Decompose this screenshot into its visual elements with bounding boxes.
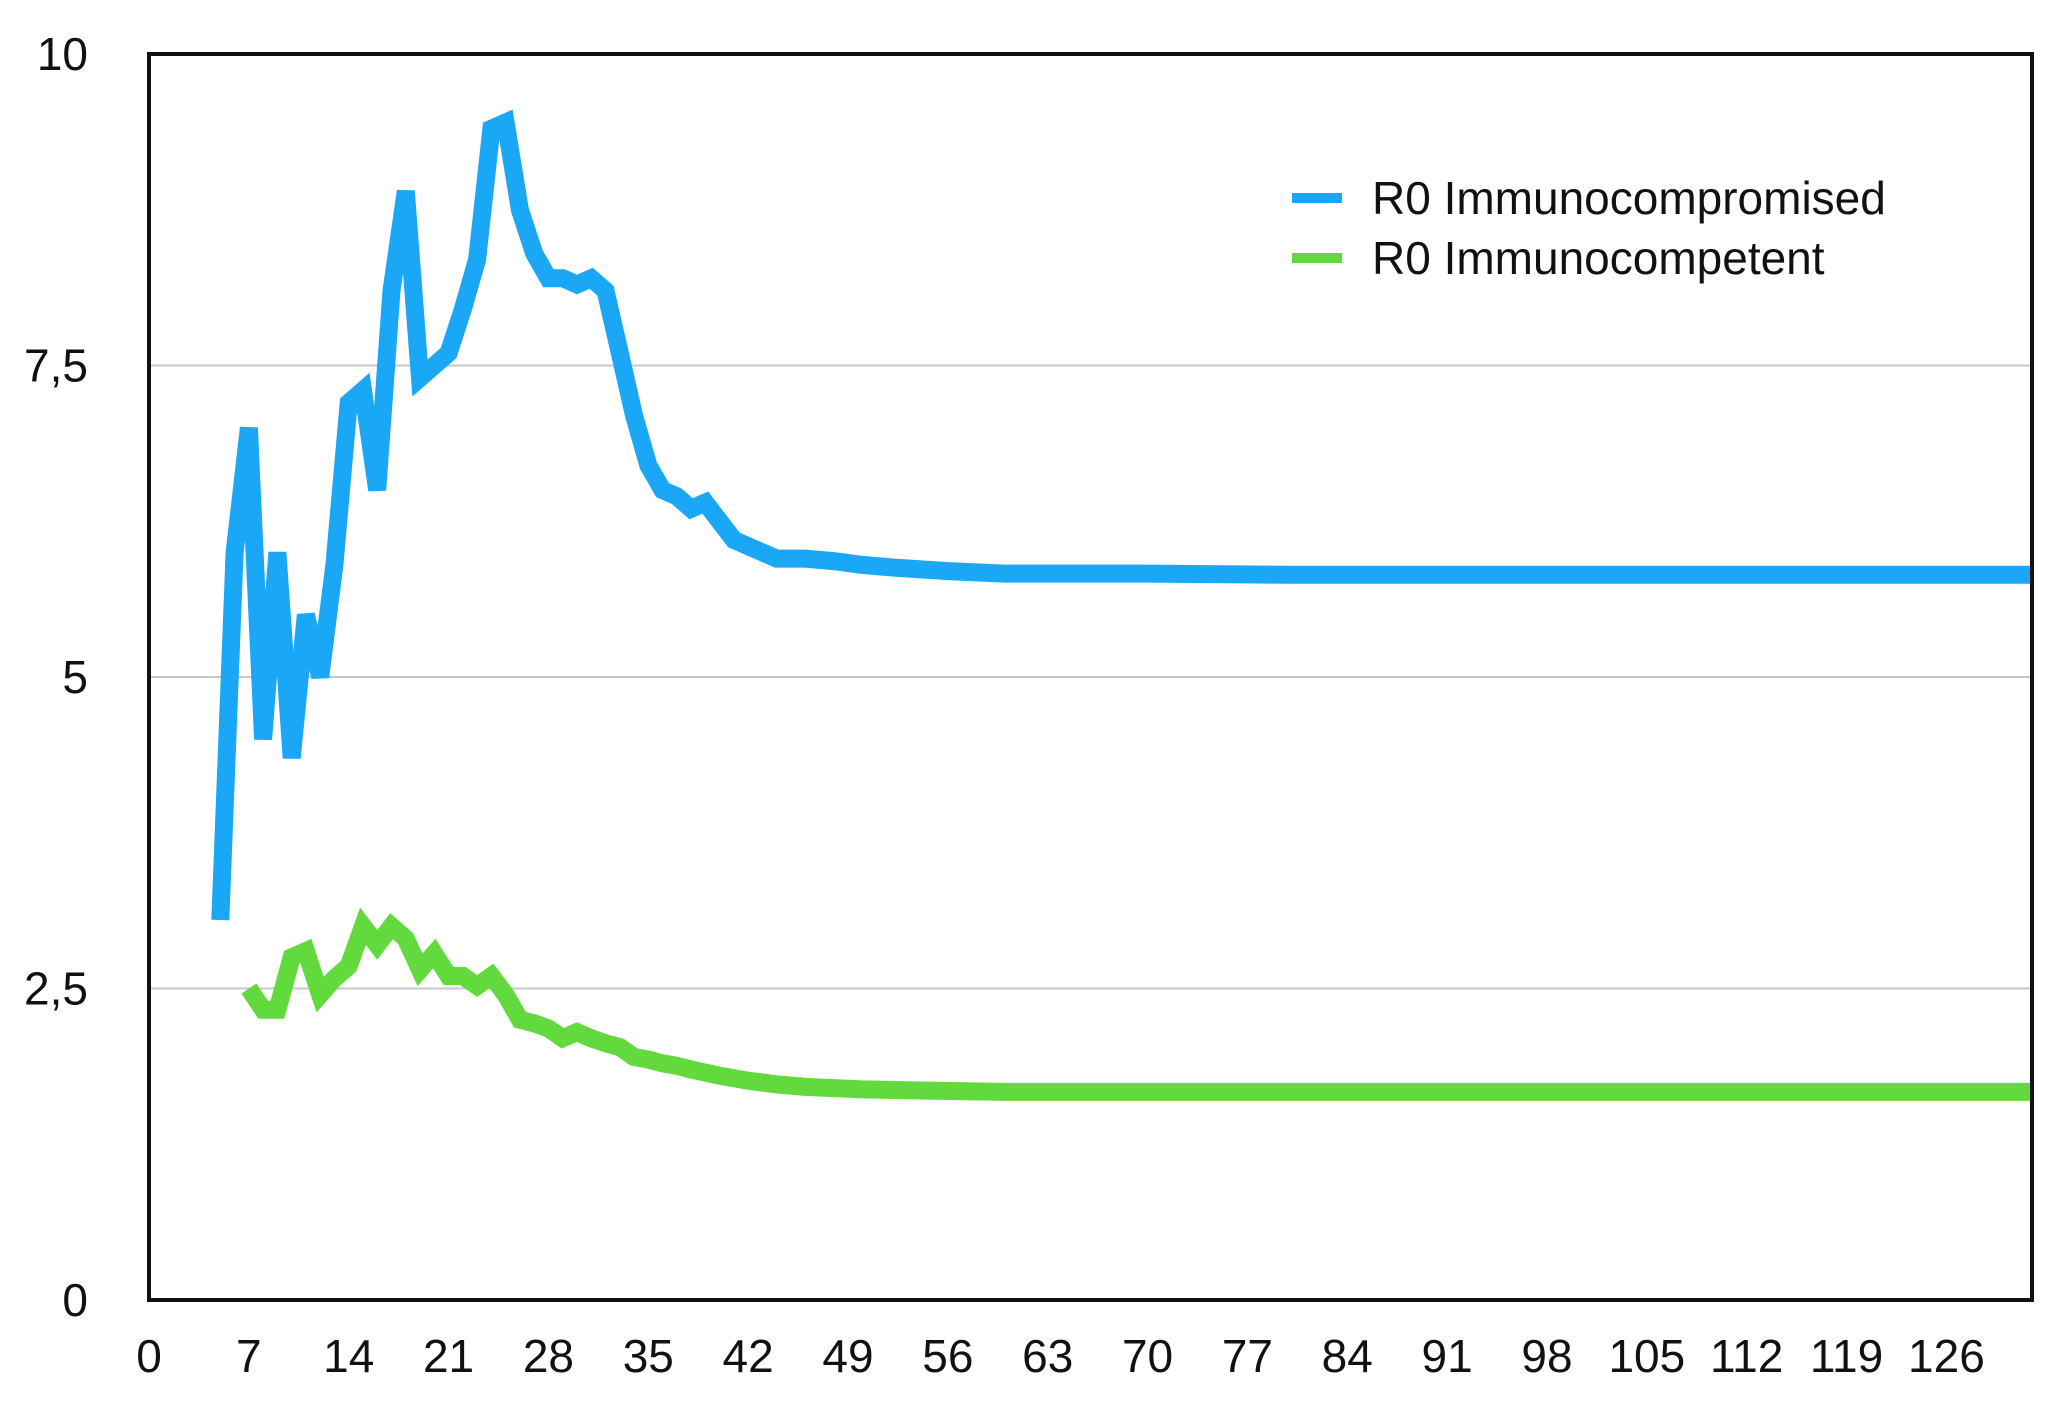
x-tick-label: 126 <box>1908 1330 1985 1382</box>
legend-label: R0 Immunocompromised <box>1372 172 1886 224</box>
x-tick-label: 56 <box>922 1330 973 1382</box>
x-tick-label: 35 <box>623 1330 674 1382</box>
plot-area-frame <box>147 52 2034 1302</box>
series-line-immunocompetent <box>241 907 2032 1101</box>
x-tick-label: 77 <box>1222 1330 1273 1382</box>
series-line-immunocompromised <box>211 109 2032 921</box>
y-tick-label: 2,5 <box>24 963 88 1015</box>
x-tick-label: 70 <box>1122 1330 1173 1382</box>
x-tick-label: 42 <box>723 1330 774 1382</box>
x-tick-label: 91 <box>1422 1330 1473 1382</box>
y-tick-label: 5 <box>62 651 88 703</box>
y-tick-label: 7,5 <box>24 340 88 392</box>
x-tick-label: 84 <box>1322 1330 1373 1382</box>
y-axis-tick-labels: 0 2,5 5 7,5 10 <box>24 28 88 1326</box>
x-tick-label: 0 <box>136 1330 162 1382</box>
x-tick-label: 119 <box>1810 1330 1883 1382</box>
x-tick-label: 28 <box>523 1330 574 1382</box>
x-tick-label: 7 <box>236 1330 262 1382</box>
x-axis-tick-labels: 0 7 14 21 28 35 42 49 56 63 70 77 84 91 98 105 112 119 126 <box>136 1330 1985 1382</box>
y-tick-label: 0 <box>62 1274 88 1326</box>
x-tick-label: 112 <box>1710 1330 1783 1382</box>
series-lines <box>211 109 2032 1101</box>
legend: R0 Immunocompromised R0 Immunocompetent <box>1292 172 1886 284</box>
x-tick-label: 14 <box>323 1330 374 1382</box>
x-tick-label: 49 <box>822 1330 873 1382</box>
x-tick-label: 21 <box>423 1330 474 1382</box>
x-tick-label: 63 <box>1022 1330 1073 1382</box>
y-tick-label: 10 <box>37 28 88 80</box>
grid-lines <box>149 364 2032 990</box>
legend-label: R0 Immunocompetent <box>1372 232 1825 284</box>
x-tick-label: 105 <box>1608 1330 1685 1382</box>
x-tick-label: 98 <box>1521 1330 1572 1382</box>
